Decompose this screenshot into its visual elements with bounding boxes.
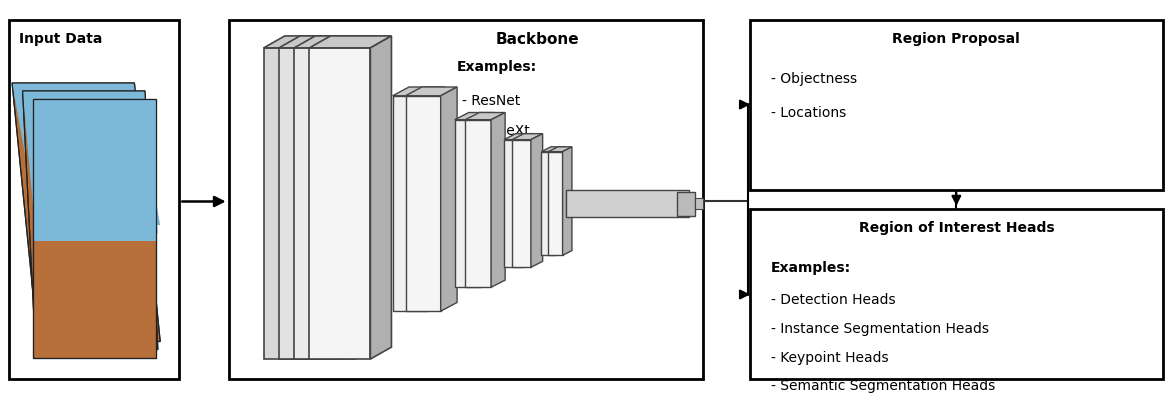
Bar [393, 96, 428, 311]
Text: - Keypoint Heads: - Keypoint Heads [771, 351, 888, 365]
Bar [309, 48, 370, 359]
Polygon shape [309, 36, 391, 48]
Polygon shape [556, 147, 565, 255]
Text: - ResNeXt: - ResNeXt [462, 124, 530, 138]
Bar [566, 190, 689, 217]
Bar [548, 152, 563, 255]
Polygon shape [541, 147, 565, 152]
Text: Region Proposal: Region Proposal [892, 32, 1021, 46]
Polygon shape [481, 113, 495, 287]
Bar [750, 20, 1163, 190]
Bar [541, 152, 556, 255]
Bar [294, 48, 355, 359]
Text: - Instance Segmentation Heads: - Instance Segmentation Heads [771, 322, 989, 336]
Bar [512, 140, 531, 267]
Text: Region of Interest Heads: Region of Interest Heads [859, 221, 1054, 235]
Text: Backbone: Backbone [496, 32, 579, 47]
Polygon shape [370, 36, 391, 359]
Bar [229, 20, 703, 379]
Polygon shape [512, 134, 543, 140]
Polygon shape [22, 91, 158, 233]
Polygon shape [504, 134, 534, 140]
Polygon shape [325, 36, 346, 359]
Polygon shape [563, 147, 572, 255]
Polygon shape [523, 134, 534, 267]
Text: - Detection Heads: - Detection Heads [771, 293, 895, 307]
Polygon shape [33, 99, 156, 358]
Polygon shape [33, 99, 156, 241]
Polygon shape [279, 36, 361, 48]
Text: - Locations: - Locations [771, 106, 846, 120]
Bar [279, 48, 340, 359]
Text: Examples:: Examples: [771, 261, 851, 275]
Text: Examples:: Examples: [456, 60, 537, 74]
Polygon shape [22, 91, 158, 350]
Polygon shape [428, 87, 444, 311]
Polygon shape [531, 134, 543, 267]
Polygon shape [406, 87, 457, 96]
Bar [264, 48, 325, 359]
Polygon shape [548, 147, 572, 152]
Polygon shape [441, 87, 457, 311]
Bar [406, 96, 441, 311]
Polygon shape [393, 87, 444, 96]
Bar [9, 20, 179, 379]
Polygon shape [465, 113, 505, 120]
Polygon shape [294, 36, 376, 48]
Text: - Semantic Segmentation Heads: - Semantic Segmentation Heads [771, 379, 995, 393]
Bar [695, 198, 703, 209]
Bar [677, 192, 695, 216]
Polygon shape [340, 36, 361, 359]
Polygon shape [355, 36, 376, 359]
Polygon shape [264, 36, 346, 48]
Polygon shape [455, 113, 495, 120]
Text: Input Data: Input Data [19, 32, 102, 46]
Polygon shape [12, 83, 161, 225]
Polygon shape [12, 83, 161, 342]
Bar [465, 120, 491, 287]
Bar [455, 120, 481, 287]
Text: - Objectness: - Objectness [771, 72, 857, 86]
Bar [504, 140, 523, 267]
Bar [750, 209, 1163, 379]
Text: - ResNet: - ResNet [462, 94, 520, 108]
Polygon shape [491, 113, 505, 287]
